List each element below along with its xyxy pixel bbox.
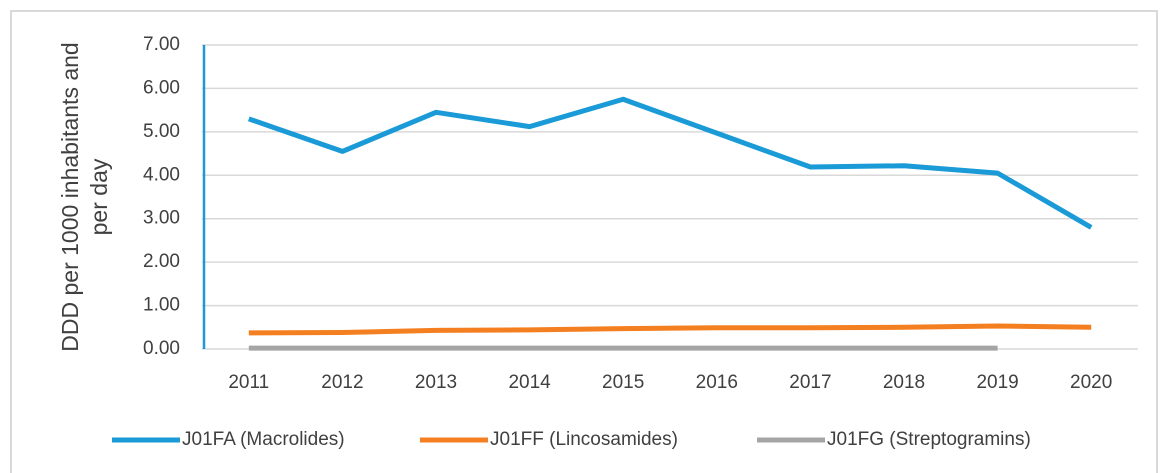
x-tick-label: 2014 <box>508 372 551 393</box>
x-tick-label: 2011 <box>228 372 269 393</box>
legend-label: J01FF (Lincosamides) <box>490 429 678 450</box>
x-tick-label: 2018 <box>883 372 925 393</box>
y-tick-label: 7.00 <box>143 34 180 55</box>
x-tick-label: 2015 <box>602 372 644 393</box>
x-tick-label: 2019 <box>976 372 1018 393</box>
y-axis-label: DDD per 1000 inhabitants and per day <box>57 42 112 352</box>
x-tick-label: 2013 <box>415 372 457 393</box>
legend-label: J01FA (Macrolides) <box>182 429 345 450</box>
y-tick-label: 3.00 <box>143 208 180 229</box>
legend-label: J01FG (Streptogramins) <box>827 429 1031 450</box>
y-tick-label: 1.00 <box>143 295 180 316</box>
y-tick-label: 2.00 <box>143 251 180 272</box>
y-tick-label: 0.00 <box>143 338 180 359</box>
chart-frame <box>10 10 1158 473</box>
y-tick-label: 5.00 <box>143 121 180 142</box>
x-tick-label: 2017 <box>789 372 831 393</box>
x-tick-label: 2016 <box>696 372 738 393</box>
x-tick-label: 2020 <box>1070 372 1112 393</box>
x-tick-label: 2012 <box>321 372 363 393</box>
series-line <box>248 323 1092 336</box>
y-tick-label: 4.00 <box>143 164 180 185</box>
series-line <box>247 96 1093 230</box>
y-tick-label: 6.00 <box>143 77 180 98</box>
